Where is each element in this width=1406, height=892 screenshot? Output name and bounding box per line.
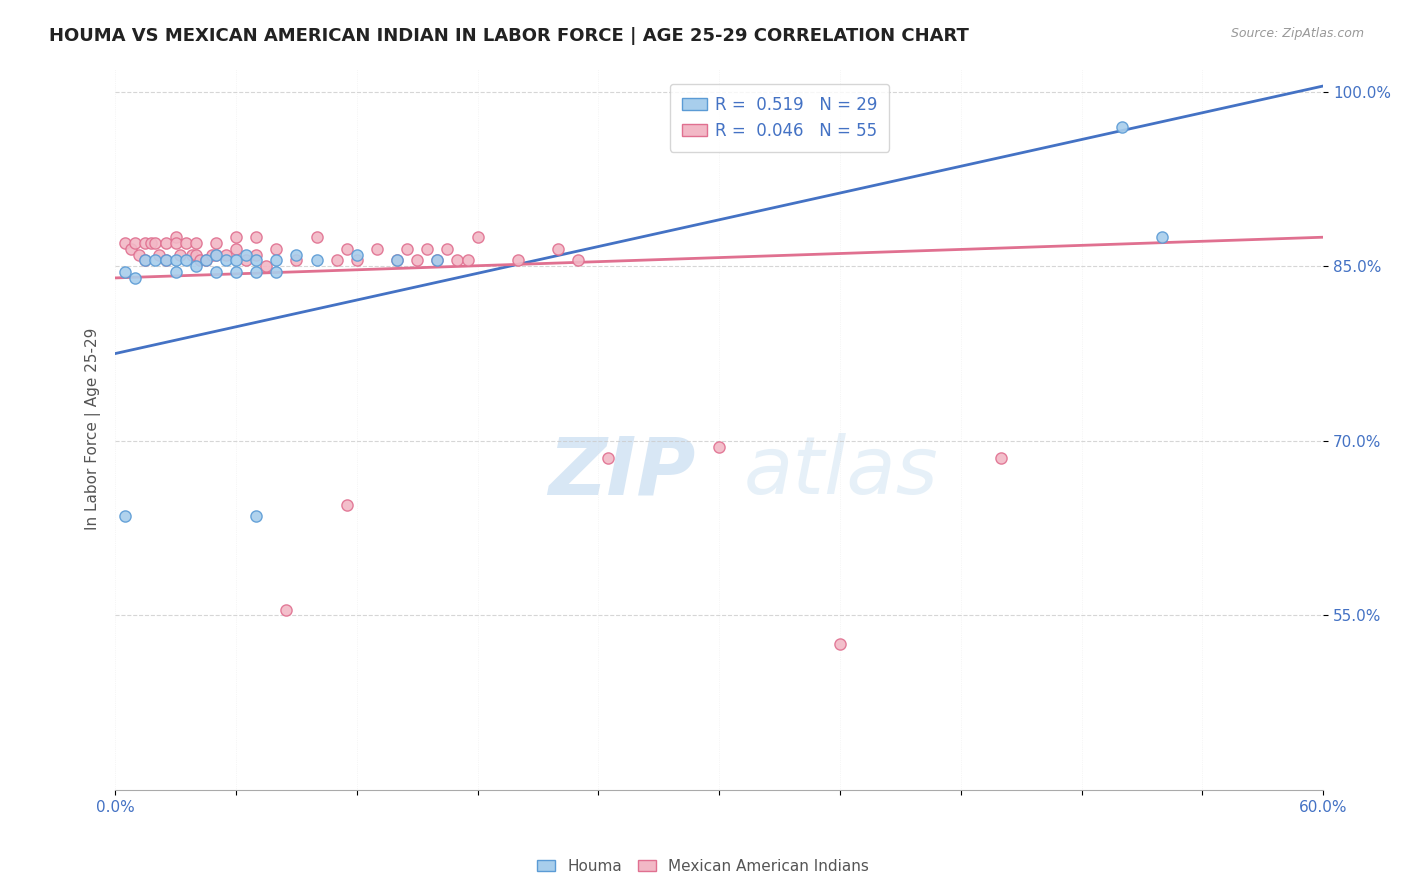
Point xyxy=(547,242,569,256)
Point xyxy=(128,248,150,262)
Point xyxy=(276,602,298,616)
Point xyxy=(155,235,177,250)
Point xyxy=(184,235,207,250)
Point xyxy=(205,248,228,262)
Point xyxy=(215,248,238,262)
Text: atlas: atlas xyxy=(744,434,938,511)
Point xyxy=(165,253,187,268)
Point xyxy=(567,253,589,268)
Point xyxy=(598,451,620,466)
Point xyxy=(188,253,211,268)
Point xyxy=(436,242,458,256)
Point xyxy=(184,260,207,274)
Point xyxy=(184,248,207,262)
Point xyxy=(114,509,136,524)
Point xyxy=(336,242,359,256)
Point xyxy=(169,248,191,262)
Point xyxy=(245,265,267,279)
Point xyxy=(385,253,408,268)
Text: ZIP: ZIP xyxy=(548,434,695,511)
Point xyxy=(828,637,851,651)
Point xyxy=(245,509,267,524)
Point xyxy=(426,253,449,268)
Point xyxy=(134,235,156,250)
Text: HOUMA VS MEXICAN AMERICAN INDIAN IN LABOR FORCE | AGE 25-29 CORRELATION CHART: HOUMA VS MEXICAN AMERICAN INDIAN IN LABO… xyxy=(49,27,969,45)
Point xyxy=(366,242,388,256)
Point xyxy=(990,451,1012,466)
Point xyxy=(346,248,368,262)
Point xyxy=(506,253,529,268)
Point xyxy=(124,271,146,285)
Y-axis label: In Labor Force | Age 25-29: In Labor Force | Age 25-29 xyxy=(86,328,101,531)
Point xyxy=(457,253,479,268)
Point xyxy=(205,265,228,279)
Point xyxy=(225,265,247,279)
Point xyxy=(416,242,439,256)
Point xyxy=(254,260,277,274)
Point xyxy=(235,253,257,268)
Point xyxy=(165,235,187,250)
Point xyxy=(174,253,197,268)
Point xyxy=(264,265,287,279)
Point xyxy=(201,248,224,262)
Point xyxy=(385,253,408,268)
Point xyxy=(124,235,146,250)
Point xyxy=(141,235,163,250)
Point xyxy=(336,498,359,512)
Point xyxy=(155,253,177,268)
Point xyxy=(1152,230,1174,244)
Point xyxy=(225,253,247,268)
Legend: Houma, Mexican American Indians: Houma, Mexican American Indians xyxy=(531,853,875,880)
Point xyxy=(134,253,156,268)
Point xyxy=(148,248,170,262)
Point xyxy=(396,242,419,256)
Point xyxy=(1111,120,1133,134)
Point xyxy=(215,253,238,268)
Point xyxy=(225,230,247,244)
Legend: R =  0.519   N = 29, R =  0.046   N = 55: R = 0.519 N = 29, R = 0.046 N = 55 xyxy=(671,84,889,152)
Point xyxy=(165,265,187,279)
Text: Source: ZipAtlas.com: Source: ZipAtlas.com xyxy=(1230,27,1364,40)
Point xyxy=(225,242,247,256)
Point xyxy=(235,248,257,262)
Point xyxy=(406,253,429,268)
Point xyxy=(285,253,308,268)
Point xyxy=(205,248,228,262)
Point xyxy=(446,253,468,268)
Point xyxy=(426,253,449,268)
Point xyxy=(285,248,308,262)
Point xyxy=(174,235,197,250)
Point xyxy=(305,253,328,268)
Point xyxy=(180,248,202,262)
Point xyxy=(165,230,187,244)
Point xyxy=(194,253,217,268)
Point xyxy=(245,248,267,262)
Point xyxy=(245,230,267,244)
Point xyxy=(145,235,167,250)
Point xyxy=(120,242,142,256)
Point xyxy=(145,253,167,268)
Point xyxy=(346,253,368,268)
Point xyxy=(114,235,136,250)
Point xyxy=(245,253,267,268)
Point xyxy=(134,253,156,268)
Point xyxy=(709,440,731,454)
Point xyxy=(305,230,328,244)
Point xyxy=(467,230,489,244)
Point xyxy=(114,265,136,279)
Point xyxy=(264,253,287,268)
Point xyxy=(194,253,217,268)
Point xyxy=(205,235,228,250)
Point xyxy=(155,253,177,268)
Point xyxy=(264,242,287,256)
Point xyxy=(325,253,347,268)
